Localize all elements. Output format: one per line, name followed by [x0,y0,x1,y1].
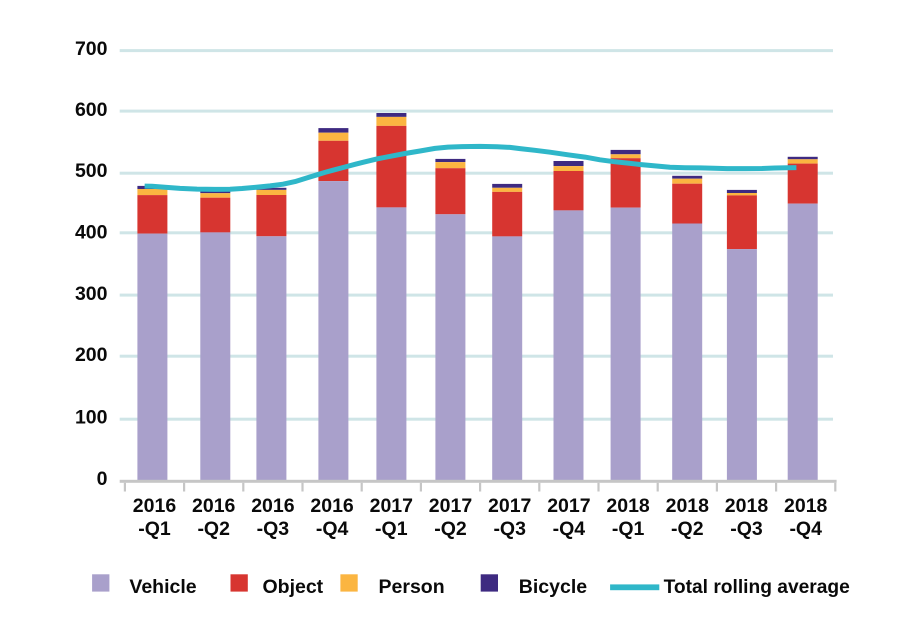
svg-text:-Q2: -Q2 [434,518,467,540]
svg-text:2017: 2017 [547,495,590,517]
svg-text:2017: 2017 [488,495,531,517]
svg-text:Object: Object [263,576,324,598]
svg-text:2016: 2016 [251,495,295,517]
svg-text:2018: 2018 [666,495,710,517]
svg-text:-Q2: -Q2 [197,518,230,540]
svg-text:Vehicle: Vehicle [129,576,196,598]
svg-text:-Q4: -Q4 [553,518,586,540]
svg-text:600: 600 [75,99,108,121]
svg-text:500: 500 [75,160,108,182]
svg-text:200: 200 [75,344,108,366]
svg-text:2017: 2017 [370,495,413,517]
svg-text:Bicycle: Bicycle [519,576,587,598]
svg-text:2018: 2018 [606,495,650,517]
svg-text:2016: 2016 [192,495,236,517]
svg-text:-Q1: -Q1 [375,518,408,540]
svg-text:-Q3: -Q3 [257,518,290,540]
svg-text:2017: 2017 [429,495,472,517]
svg-text:2016: 2016 [310,495,354,517]
svg-text:400: 400 [75,221,108,243]
svg-text:0: 0 [97,468,108,490]
svg-text:Person: Person [379,576,445,598]
svg-text:2018: 2018 [784,495,828,517]
svg-text:300: 300 [75,283,108,305]
svg-text:-Q1: -Q1 [138,518,171,540]
svg-text:2016: 2016 [133,495,177,517]
svg-text:-Q4: -Q4 [789,518,822,540]
svg-text:-Q2: -Q2 [671,518,704,540]
svg-text:100: 100 [75,407,108,429]
svg-text:Total rolling average: Total rolling average [664,577,851,598]
svg-text:-Q3: -Q3 [493,518,526,540]
svg-text:-Q1: -Q1 [612,518,645,540]
svg-text:-Q3: -Q3 [730,518,763,540]
svg-text:-Q4: -Q4 [316,518,349,540]
svg-text:700: 700 [75,38,108,60]
svg-text:2018: 2018 [725,495,769,517]
